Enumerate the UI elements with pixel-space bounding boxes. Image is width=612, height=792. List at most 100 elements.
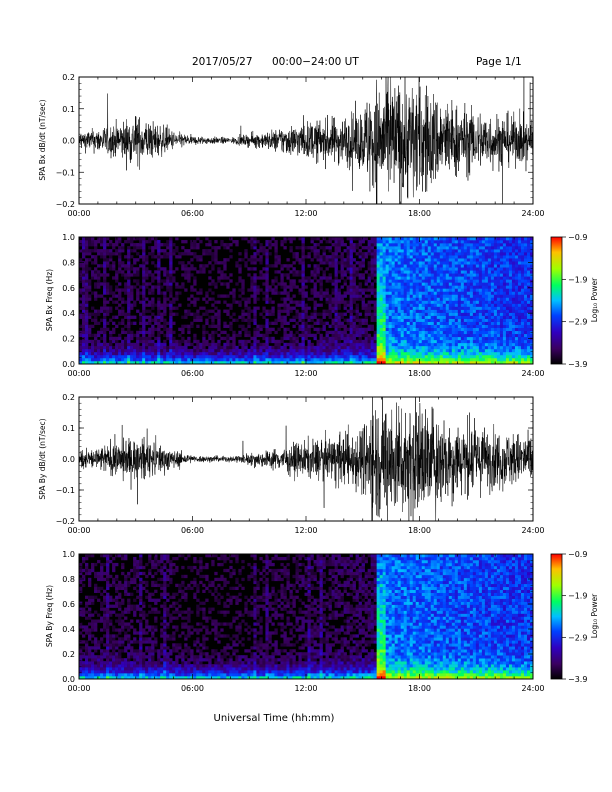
spectrogram-cell	[127, 348, 131, 353]
spectrogram-cell	[487, 237, 492, 241]
spectrogram-cell	[268, 252, 272, 256]
spectrogram-cell	[364, 330, 368, 335]
spectrogram-cell	[253, 255, 257, 259]
spectrogram-cell	[445, 315, 450, 319]
spectrogram-cell	[334, 339, 338, 344]
spectrogram-cell	[421, 336, 426, 341]
spectrogram-cell	[505, 315, 510, 319]
spectrogram-cell	[205, 342, 209, 347]
spectrogram-cell	[169, 327, 173, 332]
spectrogram-cell	[283, 315, 287, 319]
spectrogram-cell	[334, 249, 338, 253]
spectrogram-cell	[367, 312, 371, 316]
spectrogram-cell	[352, 243, 356, 247]
spectrogram-cell	[118, 345, 122, 350]
spectrogram-cell	[379, 360, 383, 365]
spectrogram-cell	[370, 264, 374, 268]
spectrogram-cell	[154, 276, 158, 280]
spectrogram-cell	[211, 258, 215, 262]
spectrogram-cell	[193, 360, 197, 365]
spectrogram-cell	[118, 261, 122, 265]
spectrogram-cell	[415, 252, 420, 256]
spectrogram-cell	[418, 276, 423, 280]
spectrogram-cell	[319, 297, 323, 301]
spectrogram-cell	[523, 294, 528, 298]
spectrogram-cell	[520, 333, 525, 338]
spectrogram-cell	[379, 309, 383, 313]
spectrogram-cell	[253, 330, 257, 335]
spectrogram-cell	[493, 330, 498, 335]
spectrogram-cell	[499, 330, 504, 335]
spectrogram-cell	[148, 282, 152, 286]
spectrogram-cell	[250, 351, 254, 356]
spectrogram-cell	[163, 342, 167, 347]
spectrogram-cell	[331, 354, 335, 359]
spectrogram-cell	[148, 237, 152, 241]
spectrogram-cell	[517, 330, 522, 335]
spectrogram-cell	[358, 354, 362, 359]
spectrogram-cell	[502, 279, 507, 283]
spectrogram-cell	[259, 288, 263, 292]
spectrogram-cell	[82, 315, 86, 319]
spectrogram-cell	[487, 282, 492, 286]
spectrogram-cell	[379, 282, 383, 286]
spectrogram-cell	[415, 282, 420, 286]
spectrogram-cell	[385, 294, 389, 298]
spectrogram-cell	[199, 258, 203, 262]
spectrogram-cell	[376, 345, 380, 350]
spectrogram-cell	[280, 303, 284, 307]
spectrogram-cell	[262, 333, 266, 338]
spectrogram-cell	[364, 321, 368, 325]
spectrogram-cell	[166, 270, 170, 274]
spectrogram-cell	[166, 255, 170, 259]
spectrogram-cell	[487, 285, 492, 289]
spectrogram-cell	[487, 306, 492, 310]
spectrogram-cell	[442, 315, 447, 319]
spectrogram-cell	[88, 285, 92, 289]
spectrogram-cell	[223, 309, 227, 313]
spectrogram-cell	[478, 273, 483, 277]
spectrogram-cell	[109, 258, 113, 262]
spectrogram-cell	[157, 345, 161, 350]
spectrogram-cell	[502, 327, 507, 332]
spectrogram-cell	[529, 309, 534, 313]
spectrogram-cell	[508, 333, 513, 338]
spectrogram-cell	[340, 273, 344, 277]
spectrogram-cell	[418, 318, 423, 322]
spectrogram-cell	[196, 354, 200, 359]
spectrogram-cell	[340, 252, 344, 256]
spectrogram-cell	[181, 315, 185, 319]
x-tick-label: 06:00	[181, 209, 204, 218]
spectrogram-cell	[196, 312, 200, 316]
spectrogram-cell	[130, 285, 134, 289]
spectrogram-cell	[361, 240, 365, 244]
spectrogram-cell	[328, 342, 332, 347]
spectrogram-cell	[289, 309, 293, 313]
spectrogram-cell	[358, 321, 362, 325]
spectrogram-cell	[223, 261, 227, 265]
spectrogram-cell	[244, 351, 248, 356]
spectrogram-cell	[121, 273, 125, 277]
spectrogram-cell	[151, 249, 155, 253]
spectrogram-cell	[430, 345, 435, 350]
spectrogram-cell	[274, 258, 278, 262]
spectrogram-cell	[85, 273, 89, 277]
spectrogram-cell	[109, 240, 113, 244]
spectrogram-cell	[358, 240, 362, 244]
spectrogram-cell	[403, 336, 408, 341]
spectrogram-cell	[391, 315, 395, 319]
spectrogram-cell	[178, 285, 182, 289]
spectrogram-cell	[151, 303, 155, 307]
spectrogram-cell	[163, 255, 167, 259]
spectrogram-cell	[124, 291, 128, 295]
spectrogram-cell	[106, 312, 110, 316]
spectrogram-cell	[142, 336, 146, 341]
spectrogram-cell	[316, 357, 320, 362]
spectrogram-cell	[487, 291, 492, 295]
spectrogram-cell	[511, 249, 516, 253]
spectrogram-cell	[379, 336, 383, 341]
spectrogram-cell	[526, 339, 531, 344]
spectrogram-cell	[226, 243, 230, 247]
spectrogram-cell	[475, 345, 480, 350]
spectrogram-cell	[430, 306, 435, 310]
